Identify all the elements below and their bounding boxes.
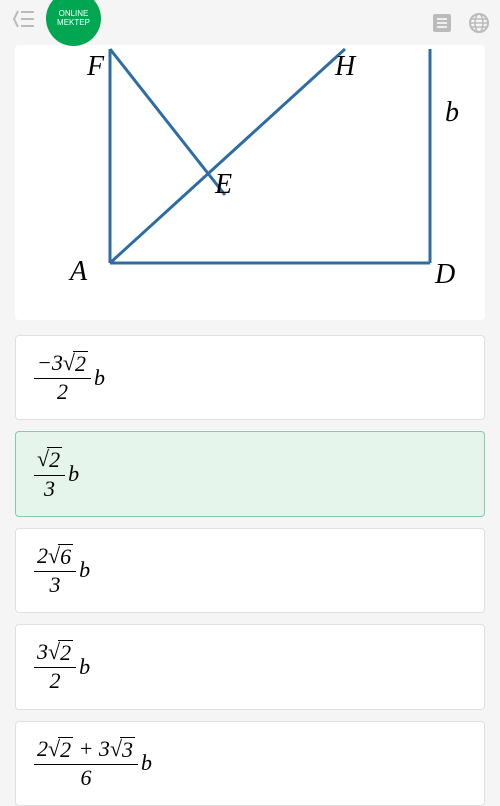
answer-option-0[interactable]: −3√22b xyxy=(15,335,485,420)
numerator: −3√2 xyxy=(34,351,91,379)
fraction: 3√22 xyxy=(34,640,76,693)
label-h: H xyxy=(334,51,357,82)
denominator: 3 xyxy=(47,572,64,597)
variable: b xyxy=(94,365,105,390)
answer-option-4[interactable]: 2√2 + 3√36b xyxy=(15,721,485,806)
answer-option-1[interactable]: √23b xyxy=(15,431,485,516)
globe-icon[interactable] xyxy=(468,12,490,34)
variable: b xyxy=(79,557,90,582)
denominator: 2 xyxy=(54,379,71,404)
menu-icon[interactable] xyxy=(10,9,36,36)
denominator: 3 xyxy=(41,476,58,501)
numerator: 2√2 + 3√3 xyxy=(34,737,138,765)
numerator: √2 xyxy=(34,447,65,475)
variable: b xyxy=(79,654,90,679)
label-a: A xyxy=(68,256,88,287)
logo[interactable]: ONLINE MEKTEP xyxy=(46,0,101,46)
denominator: 2 xyxy=(47,668,64,693)
geometry-diagram: F H E A Db xyxy=(15,45,485,320)
label-b: b xyxy=(445,97,459,128)
fraction: −3√22 xyxy=(34,351,91,404)
label-f: F xyxy=(86,51,105,82)
numerator: 3√2 xyxy=(34,640,76,668)
variable: b xyxy=(68,461,79,486)
header: ONLINE MEKTEP xyxy=(0,0,500,45)
label-d: D xyxy=(434,259,455,290)
fraction: 2√2 + 3√36 xyxy=(34,737,138,790)
denominator: 6 xyxy=(78,765,95,790)
numerator: 2√6 xyxy=(34,544,76,572)
fraction: √23 xyxy=(34,447,65,500)
fraction: 2√63 xyxy=(34,544,76,597)
variable: b xyxy=(141,750,152,775)
list-icon[interactable] xyxy=(431,12,453,34)
header-actions xyxy=(431,12,490,34)
label-e: E xyxy=(214,169,232,200)
answer-option-3[interactable]: 3√22b xyxy=(15,624,485,709)
logo-text-2: MEKTEP xyxy=(57,19,90,28)
answer-option-2[interactable]: 2√63b xyxy=(15,528,485,613)
